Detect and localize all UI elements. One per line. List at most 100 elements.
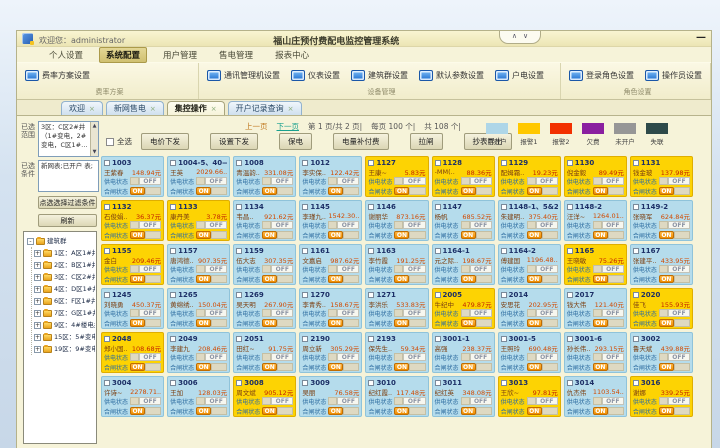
tree-node[interactable]: +2区：B区1#井(B区1 (34, 259, 95, 271)
card-checkbox[interactable] (566, 291, 573, 298)
breaker-toggle[interactable]: ON (328, 275, 360, 283)
close-icon[interactable]: × (89, 104, 95, 113)
card-checkbox[interactable] (434, 291, 441, 298)
supply-toggle[interactable]: OFF (394, 221, 426, 229)
breaker-toggle[interactable]: ON (394, 407, 426, 415)
collapse-icon[interactable]: - (27, 237, 34, 245)
breaker-toggle[interactable]: ON (526, 187, 558, 195)
supply-toggle[interactable]: OFF (526, 221, 558, 229)
breaker-toggle[interactable]: ON (526, 363, 558, 371)
card-checkbox[interactable] (500, 379, 507, 386)
supply-toggle[interactable]: OFF (460, 353, 492, 361)
ribbon-button[interactable]: 通讯管理机设置 (207, 70, 280, 81)
ribbon-button[interactable]: 费率方案设置 (25, 70, 90, 81)
meter-card[interactable]: 1146 谢丽华 873.16元 供电状态 OFF 合闸状态 ON (365, 200, 429, 241)
supply-toggle[interactable]: OFF (130, 221, 162, 229)
supply-toggle[interactable]: OFF (328, 353, 360, 361)
meter-card[interactable]: 3014 仇杰伟 1103.54.. 供电状态 OFF 合闸状态 ON (563, 376, 627, 417)
meter-card[interactable]: 1132 石俊娟.. 36.37元 供电状态 OFF 合闸状态 ON (101, 200, 165, 241)
select-all-checkbox[interactable] (106, 137, 114, 146)
card-checkbox[interactable] (170, 379, 177, 386)
action-button[interactable]: 保电 (279, 133, 312, 150)
select-all[interactable]: 全选 (106, 136, 132, 147)
supply-toggle[interactable]: OFF (460, 221, 492, 229)
list-item[interactable]: 3区：C区2#井 (41, 123, 86, 131)
breaker-toggle[interactable]: ON (262, 187, 294, 195)
breaker-toggle[interactable]: ON (460, 231, 492, 239)
expand-icon[interactable]: + (34, 345, 41, 353)
card-checkbox[interactable] (368, 291, 375, 298)
supply-toggle[interactable]: OFF (592, 265, 624, 273)
supply-toggle[interactable]: OFF (196, 353, 228, 361)
card-checkbox[interactable] (104, 247, 110, 254)
card-checkbox[interactable] (434, 159, 441, 166)
card-checkbox[interactable] (170, 247, 177, 254)
card-checkbox[interactable] (566, 203, 573, 210)
menu-item[interactable]: 报表中心 (275, 50, 310, 61)
refresh-button[interactable]: 刷新 (38, 214, 97, 227)
ribbon-button[interactable]: 默认参数设置 (419, 70, 484, 81)
supply-toggle[interactable]: OFF (658, 309, 690, 317)
breaker-toggle[interactable]: ON (328, 187, 360, 195)
breaker-toggle[interactable]: ON (130, 363, 162, 371)
supply-toggle[interactable]: OFF (526, 177, 558, 185)
meter-card[interactable]: 1155 金白 209.46元 供电状态 OFF 合闸状态 ON (101, 244, 165, 285)
breaker-toggle[interactable]: ON (196, 231, 228, 239)
supply-toggle[interactable]: OFF (130, 309, 162, 317)
breaker-toggle[interactable]: ON (658, 275, 690, 283)
card-checkbox[interactable] (236, 203, 243, 210)
card-checkbox[interactable] (434, 379, 441, 386)
supply-toggle[interactable]: OFF (130, 265, 162, 273)
minimize-button[interactable]: — (696, 32, 706, 43)
card-checkbox[interactable] (236, 247, 243, 254)
breaker-toggle[interactable]: ON (592, 319, 624, 327)
card-checkbox[interactable] (434, 247, 441, 254)
list-item[interactable]: 变电，C区1#… (41, 141, 88, 149)
supply-toggle[interactable]: OFF (592, 353, 624, 361)
ribbon-button[interactable]: 操作员设置 (645, 70, 702, 81)
ribbon-button[interactable]: 建筑群设置 (351, 70, 408, 81)
pick-filter-button[interactable]: 点选选择过滤条件 (38, 196, 97, 209)
card-checkbox[interactable] (104, 291, 110, 298)
meter-card[interactable]: 2048 郑小国.. 108.68元 供电状态 OFF 合闸状态 ON (101, 332, 165, 373)
breaker-toggle[interactable]: ON (658, 319, 690, 327)
next-page-link[interactable]: 下一页 (276, 122, 300, 131)
supply-toggle[interactable]: OFF (262, 221, 294, 229)
card-checkbox[interactable] (302, 335, 309, 342)
card-checkbox[interactable] (104, 379, 110, 386)
card-checkbox[interactable] (170, 159, 177, 166)
meter-card[interactable]: 1271 李洪乐 533.83元 供电状态 OFF 合闸状态 ON (365, 288, 429, 329)
supply-toggle[interactable]: OFF (262, 353, 294, 361)
tree-node[interactable]: +9区：4#楼电井（4# (34, 319, 95, 331)
meter-card[interactable]: 1164-2 傅建国 1196.48.. 供电状态 OFF 合闸状态 ON (497, 244, 561, 285)
supply-toggle[interactable]: OFF (130, 177, 162, 185)
breaker-toggle[interactable]: ON (460, 187, 492, 195)
supply-toggle[interactable]: OFF (394, 397, 426, 405)
chevron-down-icon[interactable]: ∨ (523, 32, 529, 40)
meter-card[interactable]: 1164-1 元之际.. 198.67元 供电状态 OFF 合闸状态 ON (431, 244, 495, 285)
expand-icon[interactable]: + (34, 285, 41, 293)
supply-toggle[interactable]: OFF (460, 177, 492, 185)
breaker-toggle[interactable]: ON (130, 187, 162, 195)
meter-card[interactable]: 1134 韦昌.. 921.62元 供电状态 OFF 合闸状态 ON (233, 200, 297, 241)
card-checkbox[interactable] (104, 203, 110, 210)
card-checkbox[interactable] (632, 159, 639, 166)
supply-toggle[interactable]: OFF (196, 309, 228, 317)
breaker-toggle[interactable]: ON (460, 275, 492, 283)
breaker-toggle[interactable]: ON (196, 319, 228, 327)
breaker-toggle[interactable]: ON (262, 407, 294, 415)
supply-toggle[interactable]: OFF (328, 309, 360, 317)
card-checkbox[interactable] (368, 379, 375, 386)
menu-item[interactable]: 个人设置 (49, 50, 84, 61)
meter-card[interactable]: 1131 钱金玻 137.98元 供电状态 OFF 合闸状态 ON (629, 156, 693, 197)
supply-toggle[interactable]: OFF (658, 353, 690, 361)
breaker-toggle[interactable]: ON (196, 363, 228, 371)
meter-card[interactable]: 3010 纪红霞.. 117.48元 供电状态 OFF 合闸状态 ON (365, 376, 429, 417)
tree-node[interactable]: +6区：F区1#井（F区 (34, 295, 95, 307)
tab[interactable]: 新网售电 × (105, 101, 164, 115)
card-checkbox[interactable] (500, 159, 507, 166)
meter-card[interactable]: 1269 吴天明 267.90元 供电状态 OFF 合闸状态 ON (233, 288, 297, 329)
meter-card[interactable]: 2014 安思花 202.95元 供电状态 OFF 合闸状态 ON (497, 288, 561, 329)
card-checkbox[interactable] (500, 203, 507, 210)
card-checkbox[interactable] (632, 247, 639, 254)
